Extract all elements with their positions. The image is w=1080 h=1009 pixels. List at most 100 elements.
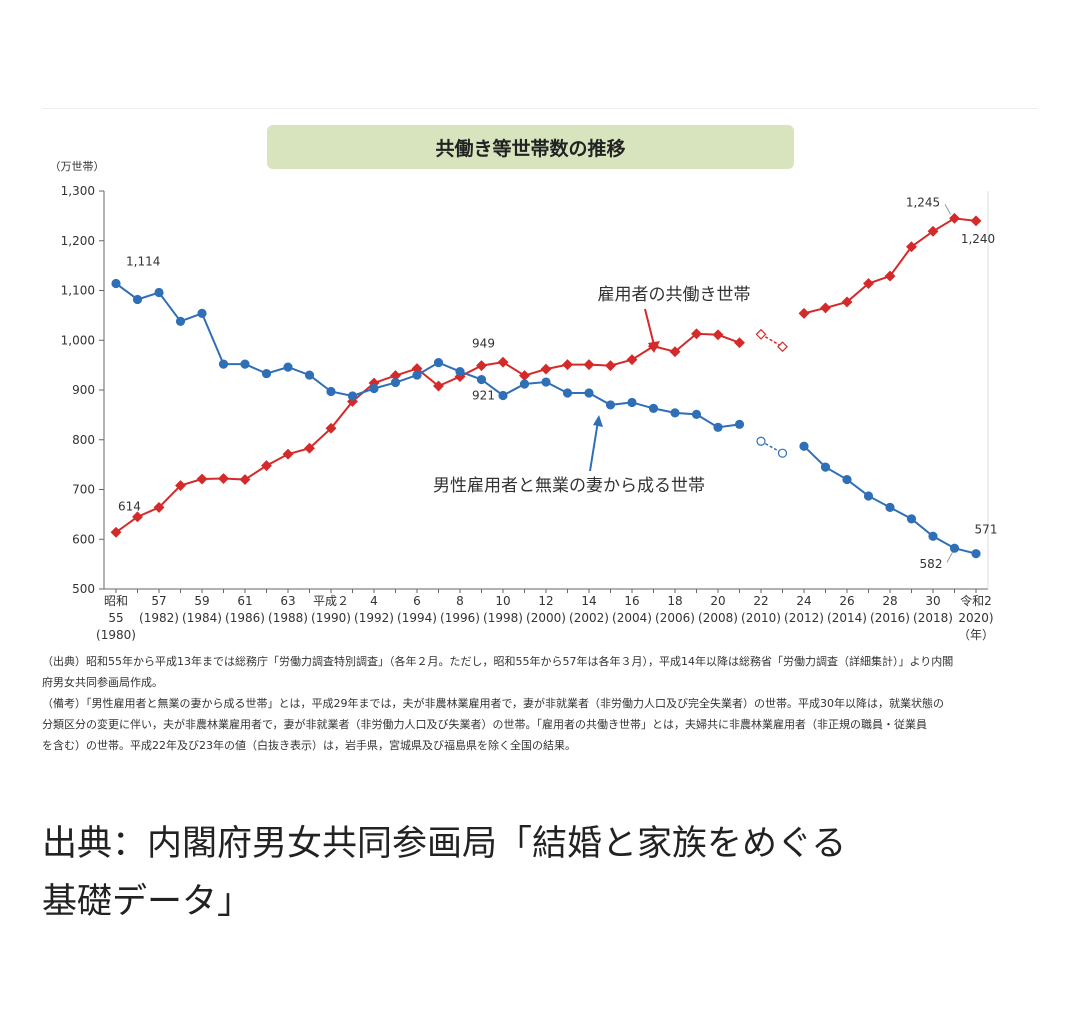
x-tick-label: 12 (538, 594, 553, 608)
x-tick-label: 18 (667, 594, 682, 608)
x-tick-label: 20 (710, 594, 725, 608)
data-point-marker (562, 359, 573, 371)
data-point-marker (412, 370, 422, 380)
x-tick-label-year: (1984) (182, 611, 222, 625)
x-tick-label-year: (1982) (139, 611, 179, 625)
x-tick-label: 63 (280, 594, 295, 608)
data-point-marker (132, 294, 143, 305)
data-point-marker (584, 388, 594, 398)
data-point-marker (347, 391, 358, 401)
data-point-marker (239, 474, 251, 485)
data-point-marker (283, 362, 293, 372)
caption-line-1: 出典：内閣府男女共同参画局「結婚と家族をめぐる (42, 824, 847, 864)
x-tick-label-year: (2014) (827, 611, 867, 625)
source-note-line-2: 府男女共同参画局作成。 (42, 676, 163, 689)
caption-line-2: 基礎データ」 (42, 882, 253, 922)
data-point-marker (583, 359, 595, 371)
data-point-marker (433, 380, 444, 392)
x-tick-label: 8 (456, 594, 464, 608)
x-tick-label: 14 (581, 594, 596, 608)
data-point-marker (605, 400, 616, 410)
chart-title: 共働き等世帯数の推移 (267, 125, 794, 169)
data-label: 1,245 (906, 195, 940, 209)
data-point-marker (777, 341, 788, 353)
data-point-marker (282, 448, 294, 460)
x-tick-label-era: 昭和 (104, 594, 128, 608)
x-tick-label-year: (2000) (526, 611, 566, 625)
data-point-marker (884, 270, 896, 282)
data-point-marker (799, 441, 809, 451)
source-note-line-1: （出典）昭和55年から平成13年までは総務庁「労働力調査特別調査」（各年２月。た… (42, 655, 954, 668)
y-tick-label: 1,000 (61, 333, 95, 347)
data-point-marker (906, 241, 917, 253)
data-point-marker (497, 356, 509, 368)
data-label: 1,114 (126, 255, 160, 269)
x-tick-label-year: (1988) (268, 611, 308, 625)
data-point-marker (755, 328, 767, 340)
data-label: 582 (920, 557, 943, 571)
x-tick-label-year: (2004) (612, 611, 652, 625)
data-point-marker (605, 360, 616, 372)
x-tick-label: 59 (194, 594, 209, 608)
x-tick-label: 28 (882, 594, 897, 608)
data-point-marker (906, 514, 917, 524)
data-point-marker (734, 337, 745, 349)
data-point-marker (304, 442, 315, 454)
data-point-marker (154, 287, 164, 298)
series-label-arrow (589, 420, 599, 472)
data-label: 571 (975, 523, 998, 537)
data-point-marker (713, 422, 723, 432)
data-point-marker (712, 329, 724, 341)
data-point-marker (927, 225, 939, 237)
data-point-marker (863, 278, 874, 289)
data-point-marker (669, 346, 681, 358)
data-point-marker (304, 370, 315, 380)
x-tick-label-year: (1994) (397, 611, 437, 625)
x-tick-label: 30 (925, 594, 940, 608)
data-label: 614 (118, 499, 141, 513)
series-label-arrowhead (648, 341, 660, 353)
series-line (803, 445, 977, 555)
data-point-marker (175, 316, 186, 326)
y-tick-label: 500 (72, 582, 95, 596)
data-point-marker (820, 302, 831, 314)
data-point-marker (153, 501, 165, 513)
series-label-single-income: 男性雇用者と無業の妻から成る世帯 (433, 476, 705, 496)
data-point-marker (519, 379, 530, 389)
x-tick-label-year: (1992) (354, 611, 394, 625)
data-point-marker (562, 388, 573, 398)
x-tick-label-year: (1980) (96, 628, 136, 642)
data-label: 1,240 (961, 232, 995, 246)
data-point-marker (949, 212, 960, 224)
data-point-marker (261, 368, 272, 379)
x-tick-label-year: (2018) (913, 611, 953, 625)
x-tick-label-year: (1998) (483, 611, 523, 625)
series-line (115, 332, 740, 534)
data-point-marker (110, 526, 122, 538)
x-tick-label-year: (2008) (698, 611, 738, 625)
y-tick-label: 1,200 (61, 234, 95, 248)
remark-note-line-2: 分類区分の変更に伴い，夫が非農林業雇用者で，妻が非就業者（非労働力人口及び失業者… (42, 718, 928, 731)
x-tick-label: 24 (796, 594, 811, 608)
data-point-marker (971, 549, 981, 559)
data-point-marker (863, 491, 874, 501)
x-tick-label-year: (1986) (225, 611, 265, 625)
data-point-marker (928, 531, 938, 541)
data-point-marker (196, 473, 208, 485)
x-tick-label: 令和2 (960, 593, 992, 608)
x-tick-label-year: 2020) (958, 611, 993, 625)
x-tick-label: 16 (624, 594, 639, 608)
data-point-marker (626, 354, 638, 366)
y-axis-label: （万世帯） (50, 160, 105, 173)
data-point-marker (949, 543, 960, 553)
x-tick-label-year: (1990) (311, 611, 351, 625)
data-point-marker (627, 397, 637, 408)
data-point-marker (498, 390, 508, 401)
x-tick-label: 10 (495, 594, 510, 608)
x-tick-label: 61 (237, 594, 252, 608)
data-point-marker (842, 474, 852, 485)
data-point-marker (240, 359, 250, 369)
data-point-marker (885, 502, 895, 513)
series-label-arrowhead (593, 415, 603, 427)
data-point-marker (218, 359, 229, 369)
